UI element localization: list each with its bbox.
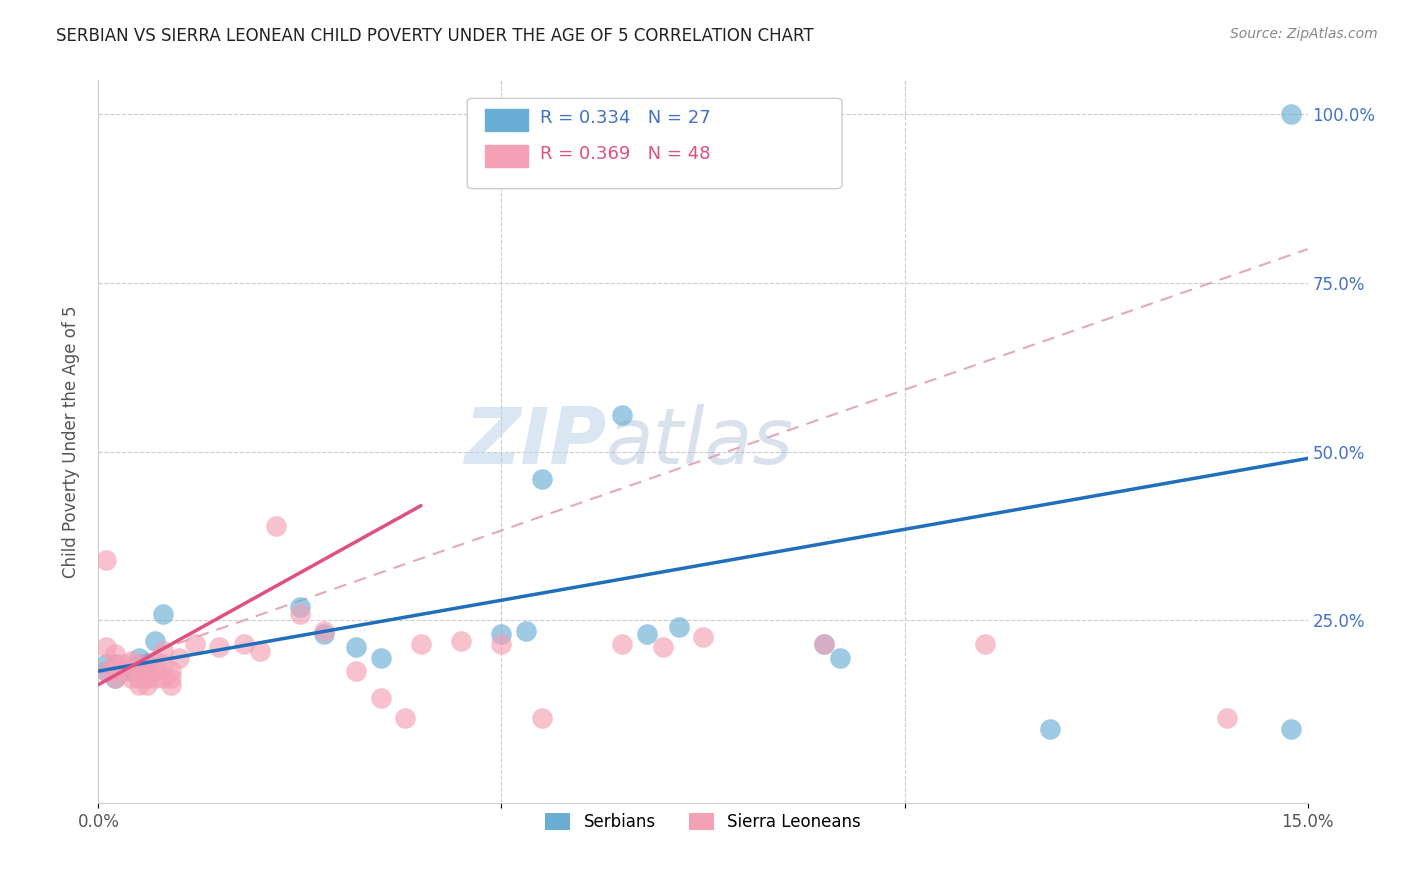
Point <box>103 657 125 672</box>
Point <box>143 664 166 678</box>
Point <box>813 637 835 651</box>
FancyBboxPatch shape <box>467 98 842 189</box>
Point <box>636 627 658 641</box>
Point <box>344 664 367 678</box>
Point <box>314 627 336 641</box>
Point <box>111 664 134 678</box>
Point <box>128 650 150 665</box>
Point <box>370 691 392 706</box>
Point <box>167 650 190 665</box>
Point <box>152 657 174 672</box>
Point <box>143 633 166 648</box>
Point <box>1039 722 1062 736</box>
Point <box>128 657 150 672</box>
Point <box>96 552 118 566</box>
Point <box>530 711 553 725</box>
Point <box>1281 107 1303 121</box>
Point <box>491 637 513 651</box>
Point <box>120 654 142 668</box>
Point <box>111 657 134 672</box>
Point <box>120 671 142 685</box>
Point <box>409 637 432 651</box>
Point <box>232 637 254 651</box>
Point <box>515 624 537 638</box>
Point <box>288 599 311 614</box>
Point <box>152 607 174 621</box>
Bar <box>485 145 527 167</box>
Point <box>651 640 673 655</box>
Point <box>249 644 271 658</box>
Point <box>160 664 183 678</box>
Point <box>184 637 207 651</box>
Point <box>394 711 416 725</box>
Point <box>135 657 157 672</box>
Point <box>128 671 150 685</box>
Point <box>103 671 125 685</box>
Point <box>450 633 472 648</box>
Point <box>813 637 835 651</box>
Point <box>530 472 553 486</box>
Point <box>208 640 231 655</box>
Point <box>111 664 134 678</box>
Point <box>152 644 174 658</box>
Point <box>135 664 157 678</box>
Bar <box>485 109 527 131</box>
Point <box>135 678 157 692</box>
Point <box>1216 711 1239 725</box>
Legend: Serbians, Sierra Leoneans: Serbians, Sierra Leoneans <box>538 806 868 838</box>
Point <box>96 664 118 678</box>
Point <box>344 640 367 655</box>
Point <box>288 607 311 621</box>
Point <box>692 631 714 645</box>
Point <box>96 657 118 672</box>
Point <box>103 664 125 678</box>
Text: ZIP: ZIP <box>464 403 606 480</box>
Point <box>668 620 690 634</box>
Point <box>96 664 118 678</box>
Point <box>314 624 336 638</box>
Point <box>111 664 134 678</box>
Point <box>128 664 150 678</box>
Point <box>160 671 183 685</box>
Text: R = 0.369   N = 48: R = 0.369 N = 48 <box>540 145 710 163</box>
Text: Source: ZipAtlas.com: Source: ZipAtlas.com <box>1230 27 1378 41</box>
Text: atlas: atlas <box>606 403 794 480</box>
Point <box>128 678 150 692</box>
Point <box>96 640 118 655</box>
Point <box>160 678 183 692</box>
Point <box>143 671 166 685</box>
Point <box>103 671 125 685</box>
Point <box>103 657 125 672</box>
Point <box>120 664 142 678</box>
Point <box>135 671 157 685</box>
Point <box>152 671 174 685</box>
Point <box>128 657 150 672</box>
Point <box>264 519 287 533</box>
Text: R = 0.334   N = 27: R = 0.334 N = 27 <box>540 109 710 127</box>
Point <box>828 650 851 665</box>
Point <box>143 654 166 668</box>
Point <box>103 647 125 661</box>
Point <box>612 408 634 422</box>
Y-axis label: Child Poverty Under the Age of 5: Child Poverty Under the Age of 5 <box>62 305 80 578</box>
Point <box>370 650 392 665</box>
Text: SERBIAN VS SIERRA LEONEAN CHILD POVERTY UNDER THE AGE OF 5 CORRELATION CHART: SERBIAN VS SIERRA LEONEAN CHILD POVERTY … <box>56 27 814 45</box>
Point <box>1281 722 1303 736</box>
Point <box>491 627 513 641</box>
Point <box>612 637 634 651</box>
Point <box>974 637 997 651</box>
